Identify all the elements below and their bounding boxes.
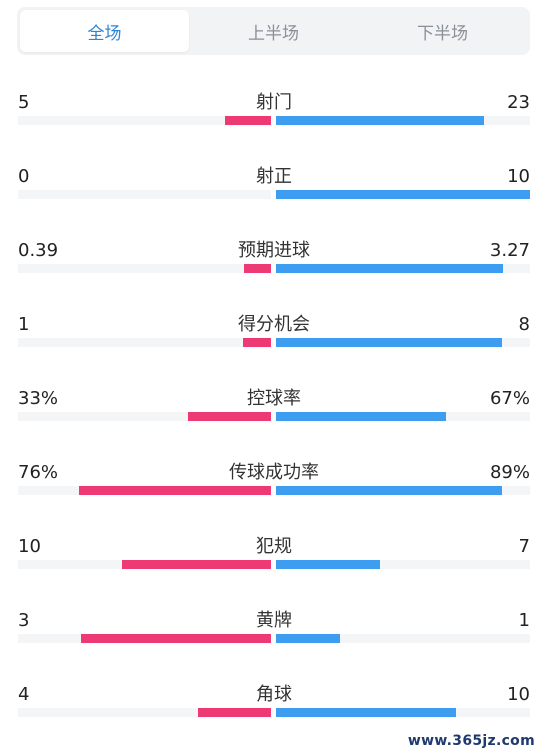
tab-full-match[interactable]: 全场	[20, 10, 189, 52]
home-bar-fill	[198, 708, 271, 717]
home-value: 1	[18, 314, 30, 335]
away-bar-fill	[276, 338, 502, 347]
away-value: 10	[507, 684, 530, 705]
home-bar-track	[18, 560, 271, 569]
away-bar-track	[276, 264, 530, 273]
home-bar-track	[18, 338, 271, 347]
period-tabs: 全场 上半场 下半场	[17, 7, 530, 55]
away-bar-track	[276, 560, 530, 569]
away-bar-fill	[276, 708, 456, 717]
away-bar-track	[276, 412, 530, 421]
away-value: 67%	[489, 388, 530, 409]
away-bar-fill	[276, 412, 446, 421]
stat-row: 射门 5 23	[18, 92, 530, 137]
home-bar-fill	[243, 338, 271, 347]
stat-row: 黄牌 3 1	[18, 610, 530, 655]
away-value: 1	[518, 610, 530, 631]
home-value: 0	[18, 166, 30, 187]
away-value: 23	[507, 92, 530, 113]
home-bar-track	[18, 708, 271, 717]
away-bar-fill	[276, 560, 380, 569]
home-value: 0.39	[18, 240, 59, 261]
home-value: 33%	[18, 388, 59, 409]
home-bar-track	[18, 190, 271, 199]
home-bar-track	[18, 264, 271, 273]
away-bar-fill	[276, 116, 484, 125]
away-bar-fill	[276, 264, 503, 273]
watermark: www.365jz.com	[407, 733, 535, 749]
stat-label: 角球	[256, 684, 292, 705]
stat-row: 传球成功率 76% 89%	[18, 462, 530, 507]
stat-row: 控球率 33% 67%	[18, 388, 530, 433]
stat-label: 预期进球	[238, 240, 310, 261]
stat-label: 控球率	[247, 388, 301, 409]
home-bar-fill	[188, 412, 271, 421]
stat-row: 角球 4 10	[18, 684, 530, 729]
home-bar-fill	[244, 264, 271, 273]
away-bar-fill	[276, 486, 502, 495]
stat-label: 得分机会	[238, 314, 310, 335]
home-bar-track	[18, 486, 271, 495]
away-bar-fill	[276, 634, 340, 643]
home-bar-fill	[79, 486, 271, 495]
away-value: 10	[507, 166, 530, 187]
away-bar-track	[276, 116, 530, 125]
home-bar-track	[18, 116, 271, 125]
home-value: 76%	[18, 462, 59, 483]
home-value: 5	[18, 92, 30, 113]
stat-label: 射门	[256, 92, 292, 113]
home-bar-track	[18, 634, 271, 643]
stat-row: 预期进球 0.39 3.27	[18, 240, 530, 285]
home-bar-fill	[122, 560, 271, 569]
away-bar-track	[276, 190, 530, 199]
stat-row: 得分机会 1 8	[18, 314, 530, 359]
home-value: 10	[18, 536, 41, 557]
stat-row: 犯规 10 7	[18, 536, 530, 581]
home-bar-track	[18, 412, 271, 421]
stat-label: 传球成功率	[229, 462, 319, 483]
home-bar-fill	[225, 116, 271, 125]
home-value: 3	[18, 610, 30, 631]
away-value: 8	[518, 314, 530, 335]
stat-label: 射正	[256, 166, 292, 187]
away-bar-track	[276, 634, 530, 643]
away-value: 3.27	[489, 240, 530, 261]
away-value: 89%	[489, 462, 530, 483]
home-bar-fill	[81, 634, 271, 643]
away-bar-track	[276, 708, 530, 717]
stat-label: 黄牌	[256, 610, 292, 631]
stat-label: 犯规	[256, 536, 292, 557]
away-bar-track	[276, 486, 530, 495]
home-value: 4	[18, 684, 30, 705]
away-bar-fill	[276, 190, 530, 199]
away-bar-track	[276, 338, 530, 347]
tab-first-half[interactable]: 上半场	[248, 23, 299, 44]
away-value: 7	[518, 536, 530, 557]
tab-second-half[interactable]: 下半场	[417, 23, 468, 44]
stat-row: 射正 0 10	[18, 166, 530, 211]
